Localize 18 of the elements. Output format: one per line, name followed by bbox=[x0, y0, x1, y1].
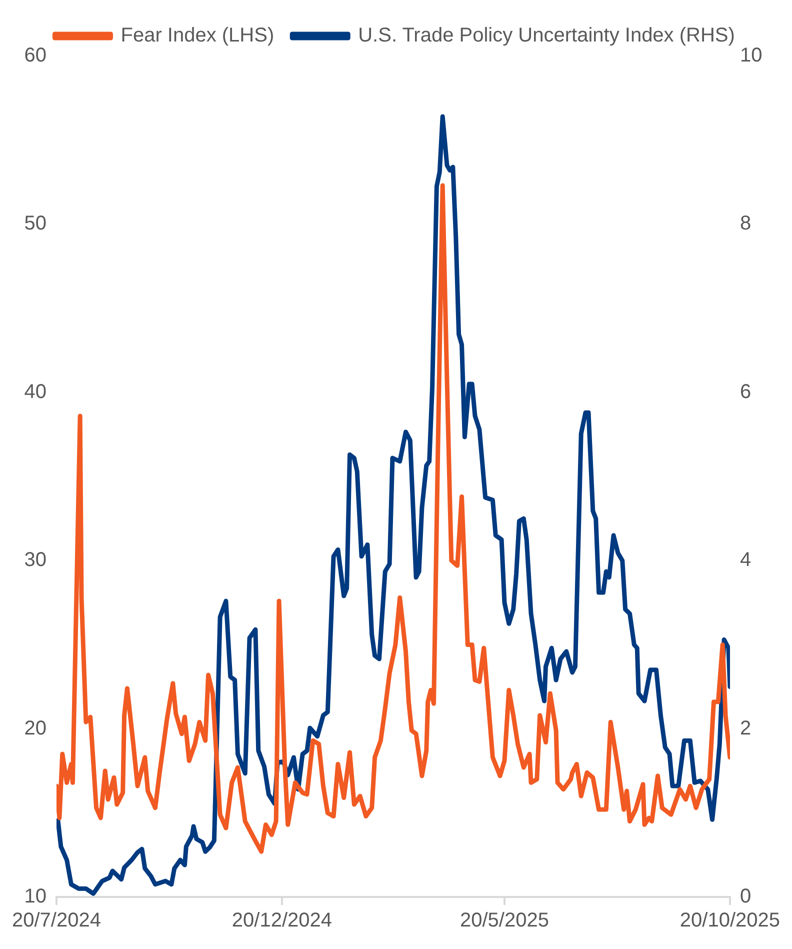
x-tick-label: 20/12/2024 bbox=[232, 910, 332, 932]
y2-tick-label: 6 bbox=[740, 380, 752, 403]
y2-tick-label: 0 bbox=[740, 886, 752, 908]
legend-label: Fear Index (LHS) bbox=[120, 24, 274, 47]
y-tick-label: 20 bbox=[24, 717, 46, 740]
x-tick-label: 20/5/2025 bbox=[460, 910, 549, 932]
y-tick-label: 30 bbox=[24, 549, 46, 572]
legend-label: U.S. Trade Policy Uncertainty Index (RHS) bbox=[358, 24, 735, 47]
y-tick-label: 60 bbox=[24, 44, 46, 67]
y2-tick-label: 10 bbox=[740, 44, 762, 67]
y-tick-label: 10 bbox=[24, 886, 46, 908]
y-tick-label: 40 bbox=[24, 380, 46, 403]
x-tick-label: 20/7/2024 bbox=[12, 910, 101, 932]
x-tick-label: 20/10/2025 bbox=[680, 910, 780, 932]
y-tick-label: 50 bbox=[24, 212, 46, 235]
y2-tick-label: 2 bbox=[740, 717, 752, 740]
y2-tick-label: 8 bbox=[740, 212, 752, 235]
y2-tick-label: 4 bbox=[740, 549, 752, 572]
